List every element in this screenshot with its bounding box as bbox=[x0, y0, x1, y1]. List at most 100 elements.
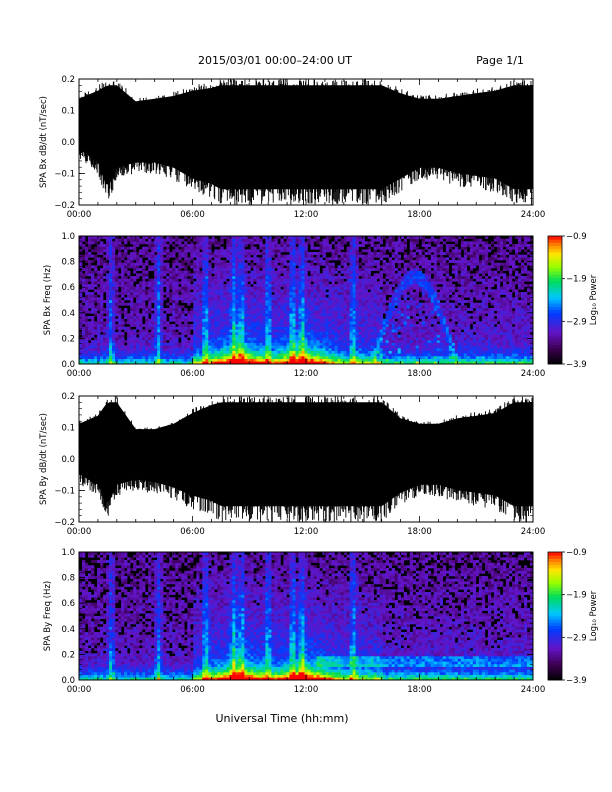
spectrogram-cell bbox=[184, 326, 188, 330]
spectrogram-cell bbox=[364, 321, 368, 325]
spectrogram-cell bbox=[244, 353, 248, 357]
spectrogram-cell bbox=[157, 281, 161, 285]
spectrogram-cell bbox=[346, 268, 350, 271]
spectrogram-cell bbox=[238, 273, 242, 277]
spectrogram-cell bbox=[202, 257, 206, 261]
spectrogram-cell bbox=[385, 356, 389, 359]
spectrogram-cell bbox=[247, 289, 251, 293]
spectrogram-cell bbox=[397, 297, 402, 301]
spectrogram-cell bbox=[160, 308, 164, 311]
spectrogram-cell bbox=[148, 337, 152, 341]
spectrogram-cell bbox=[91, 273, 95, 277]
spectrogram-cell bbox=[196, 246, 200, 250]
spectrogram-cell bbox=[148, 265, 152, 269]
spectrogram-cell bbox=[166, 326, 170, 330]
spectrogram-cell bbox=[289, 236, 293, 239]
spectrogram-cell bbox=[304, 244, 308, 247]
spectrogram-cell bbox=[118, 292, 122, 295]
spectrogram-cell bbox=[211, 326, 215, 330]
spectrogram-cell bbox=[121, 302, 125, 306]
spectrogram-cell bbox=[166, 337, 170, 341]
spectrogram-cell bbox=[319, 294, 323, 298]
spectrogram-cell bbox=[268, 262, 272, 266]
spectrogram-cell bbox=[139, 326, 143, 330]
spectrogram-cell bbox=[325, 246, 329, 250]
spectrogram-cell bbox=[148, 278, 152, 282]
spectrogram-cell bbox=[226, 297, 230, 301]
spectrogram-cell bbox=[286, 353, 290, 357]
spectrogram-cell bbox=[259, 276, 263, 279]
spectrogram-cell bbox=[238, 324, 242, 327]
spectrogram-cell bbox=[166, 244, 170, 247]
spectrogram-cell bbox=[373, 308, 377, 311]
spectrogram-cell bbox=[376, 297, 380, 301]
spectrogram-cell bbox=[268, 244, 272, 247]
spectrogram-cell bbox=[196, 278, 200, 282]
spectrogram-cell bbox=[154, 289, 158, 293]
spectrogram-cell bbox=[85, 257, 89, 261]
spectrogram-cell bbox=[217, 340, 221, 343]
spectrogram-cell bbox=[382, 329, 386, 333]
spectrogram-cell bbox=[316, 326, 320, 330]
spectrogram-cell bbox=[184, 284, 188, 287]
spectrogram-cell bbox=[391, 265, 395, 269]
spectrogram-cell bbox=[97, 361, 101, 365]
spectrogram-cell bbox=[262, 294, 266, 298]
spectrogram-cell bbox=[115, 340, 119, 343]
spectrogram-cell bbox=[160, 244, 164, 247]
spectrogram-cell bbox=[250, 332, 254, 335]
spectrogram-cell bbox=[79, 302, 83, 306]
spectrogram-cell bbox=[403, 289, 408, 293]
spectrogram-cell bbox=[79, 308, 83, 311]
spectrogram-cell bbox=[223, 302, 227, 306]
spectrogram-cell bbox=[289, 262, 293, 266]
spectrogram-cell bbox=[361, 265, 365, 269]
spectrogram-cell bbox=[142, 324, 146, 327]
spectrogram-cell bbox=[379, 350, 383, 354]
spectrogram-cell bbox=[391, 260, 395, 263]
spectrogram-cell bbox=[355, 289, 359, 293]
spectrogram-cell bbox=[229, 316, 233, 319]
spectrogram-cell bbox=[349, 289, 353, 293]
spectrogram-cell bbox=[136, 308, 140, 311]
spectrogram-cell bbox=[142, 276, 146, 279]
spectrogram-cell bbox=[208, 241, 212, 245]
spectrogram-cell bbox=[157, 257, 161, 261]
spectrogram-cell bbox=[112, 252, 116, 255]
spectrogram-cell bbox=[106, 329, 110, 333]
spectrogram-cell bbox=[298, 334, 302, 338]
spectrogram-cell bbox=[256, 313, 260, 317]
spectrogram-cell bbox=[343, 334, 347, 338]
spectrogram-cell bbox=[409, 329, 414, 333]
spectrogram-cell bbox=[229, 321, 233, 325]
spectrogram-cell bbox=[166, 361, 170, 365]
spectrogram-cell bbox=[361, 326, 365, 330]
spectrogram-cell bbox=[142, 345, 146, 349]
spectrogram-cell bbox=[319, 302, 323, 306]
spectrogram-cell bbox=[118, 353, 122, 357]
spectrogram-cell bbox=[115, 260, 119, 263]
spectrogram-cell bbox=[295, 262, 299, 266]
spectrogram-cell bbox=[376, 324, 380, 327]
spectrogram-cell bbox=[262, 310, 266, 314]
spectrogram-cell bbox=[301, 252, 305, 255]
spectrogram-cell bbox=[115, 332, 119, 335]
spectrogram-cell bbox=[313, 334, 317, 338]
spectrogram-cell bbox=[253, 342, 257, 346]
spectrogram-cell bbox=[349, 265, 353, 269]
spectrogram-cell bbox=[343, 356, 347, 359]
spectrogram-cell bbox=[310, 316, 314, 319]
spectrogram-cell bbox=[259, 332, 263, 335]
spectrogram-cell bbox=[295, 278, 299, 282]
spectrogram-cell bbox=[145, 260, 149, 263]
spectrogram-cell bbox=[235, 294, 239, 298]
spectrogram-cell bbox=[226, 324, 230, 327]
spectrogram-cell bbox=[193, 254, 197, 258]
spectrogram-cell bbox=[322, 270, 326, 274]
spectrogram-cell bbox=[316, 292, 320, 295]
y-tick-label: 0.0 bbox=[61, 138, 75, 148]
spectrogram-cell bbox=[355, 273, 359, 277]
spectrogram-cell bbox=[352, 260, 356, 263]
spectrogram-cell bbox=[373, 289, 377, 293]
spectrogram-cell bbox=[244, 278, 248, 282]
